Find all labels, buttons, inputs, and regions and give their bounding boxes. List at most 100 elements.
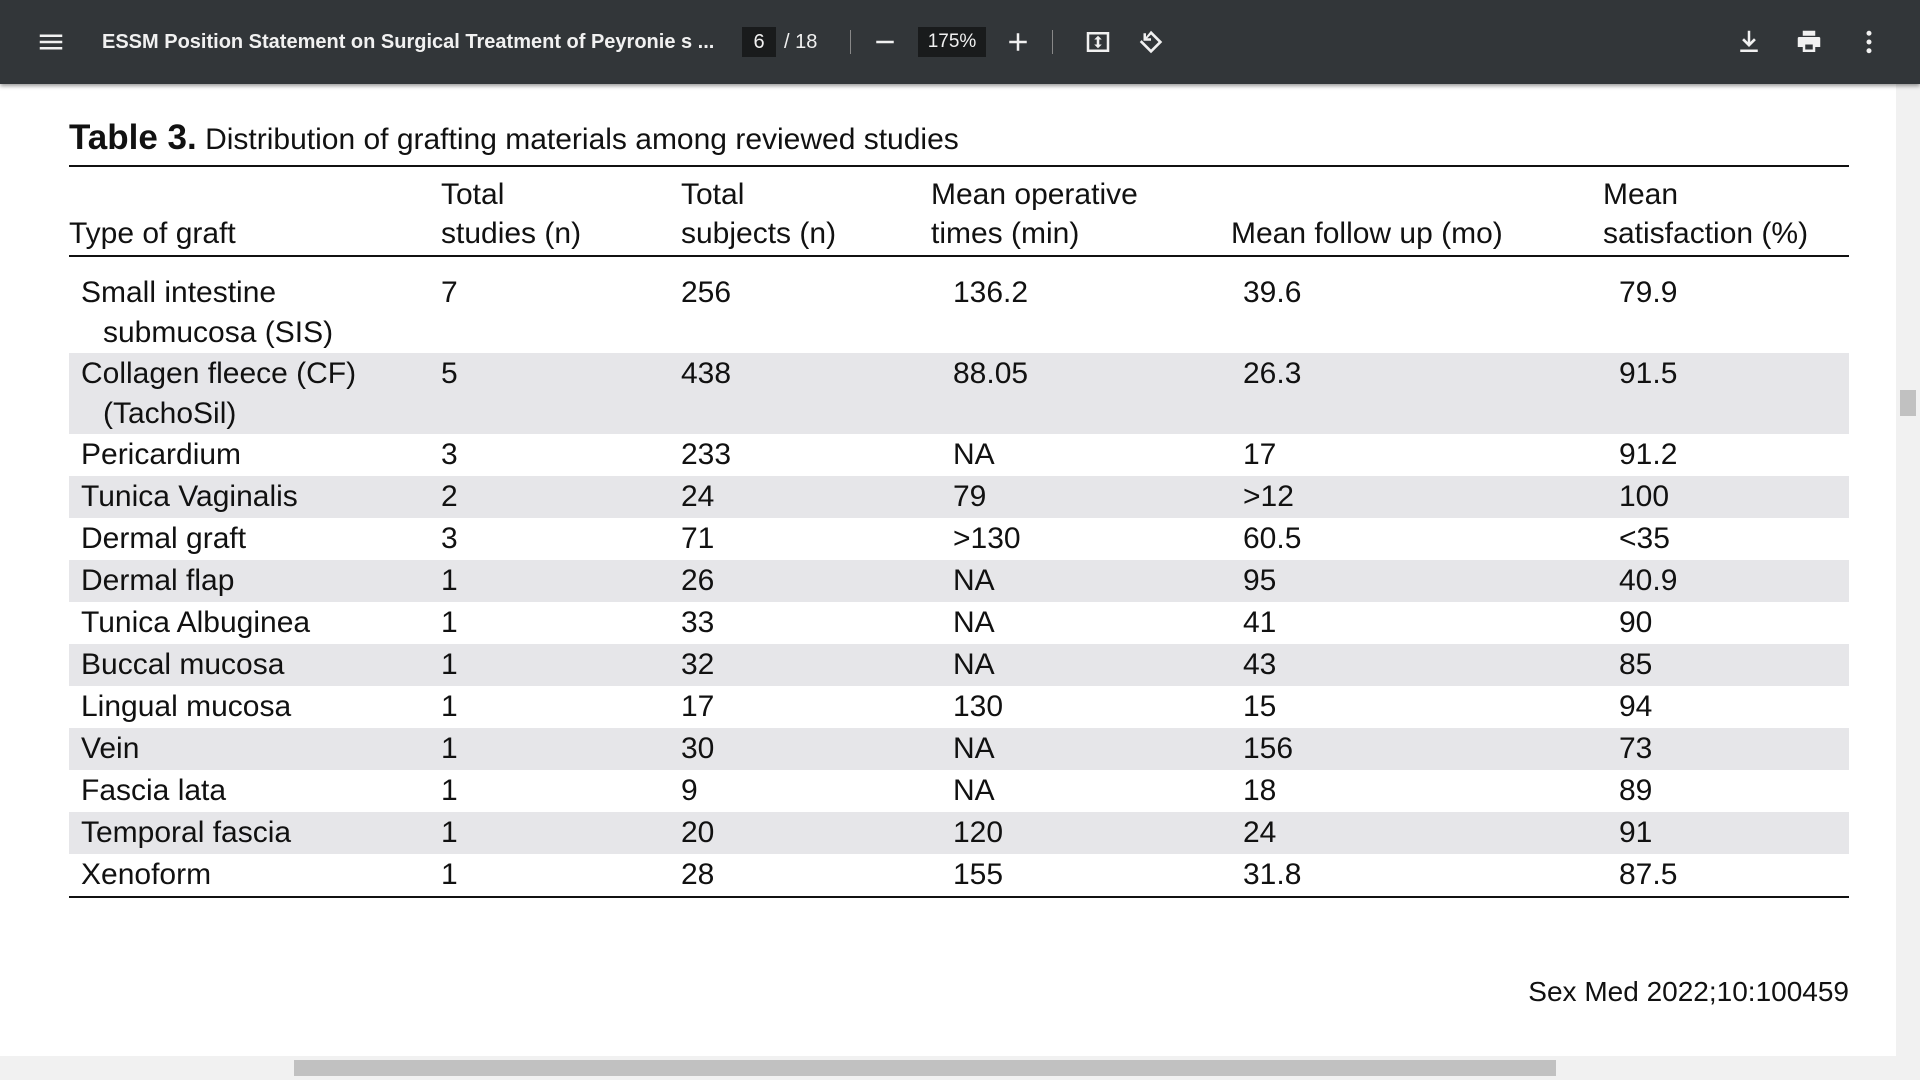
table-cell: >12 (1231, 476, 1603, 518)
table-row: Buccal mucosa 1 32 NA 43 85 (69, 644, 1849, 686)
cell-value: NA (953, 648, 995, 681)
scroll-thumb[interactable] (294, 1060, 1556, 1076)
cell-value: 31.8 (1243, 858, 1302, 891)
cell-value: 28 (681, 858, 715, 891)
table-cell: 136.2 (931, 256, 1231, 353)
table-row: Vein 1 30 NA 156 73 (69, 728, 1849, 770)
table-cell: 43 (1231, 644, 1603, 686)
cell-value: 233 (681, 438, 732, 471)
table-cell: 24 (1231, 812, 1603, 854)
zoom-in-button[interactable] (1003, 27, 1033, 57)
table-cell: 60.5 (1231, 518, 1603, 560)
graft-name: Collagen fleece (CF) (TachoSil) (81, 357, 357, 430)
cell-value: 1 (441, 606, 458, 639)
table-label: Table 3. (69, 118, 197, 157)
cell-value: 43 (1243, 648, 1277, 681)
table-row: Small intestine submucosa (SIS) 7 256 136.2… (69, 256, 1849, 353)
cell-value: 3 (441, 438, 458, 471)
header-line: Type of graft (69, 217, 236, 250)
column-header: Mean satisfaction (%) (1603, 166, 1849, 257)
table-cell: Tunica Vaginalis (69, 476, 441, 518)
table-cell: 89 (1603, 770, 1849, 812)
print-button[interactable] (1794, 27, 1824, 57)
zoom-input[interactable]: 175% (918, 27, 986, 57)
cell-value: NA (953, 606, 995, 639)
cell-value: 100 (1619, 480, 1670, 513)
table-cell: 3 (441, 434, 681, 476)
table-cell: Fascia lata (69, 770, 441, 812)
graft-name: Pericardium (81, 438, 242, 471)
graft-name: Dermal flap (81, 564, 235, 597)
graft-name: Fascia lata (81, 774, 227, 807)
cell-value: 26 (681, 564, 715, 597)
cell-value: 1 (441, 690, 458, 723)
cell-value: NA (953, 732, 995, 765)
cell-value: 136.2 (953, 276, 1029, 309)
header-line: studies (n) (441, 217, 582, 250)
cell-value: 40.9 (1619, 564, 1678, 597)
header-line: times (min) (931, 217, 1080, 250)
table-cell: 18 (1231, 770, 1603, 812)
table-row: Dermal flap 1 26 NA 95 40.9 (69, 560, 1849, 602)
table-cell: 1 (441, 560, 681, 602)
data-table: Type of graft Total studies (n) Total subjec… (69, 165, 1849, 898)
cell-value: 91.2 (1619, 438, 1678, 471)
table-cell: >130 (931, 518, 1231, 560)
graft-name: Tunica Vaginalis (81, 480, 298, 513)
cell-value: <35 (1619, 522, 1670, 555)
table-cell: Dermal graft (69, 518, 441, 560)
table-cell: 30 (681, 728, 931, 770)
fit-page-button[interactable] (1083, 27, 1113, 57)
table-cell: 87.5 (1603, 854, 1849, 897)
table-cell: 26.3 (1231, 353, 1603, 434)
citation: Sex Med 2022;10:100459 (1528, 976, 1849, 1007)
graft-name: Vein (81, 732, 140, 765)
table-cell: 32 (681, 644, 931, 686)
cell-value: 41 (1243, 606, 1277, 639)
table-cell: Buccal mucosa (69, 644, 441, 686)
vertical-scrollbar[interactable] (1896, 84, 1920, 1056)
table-cell: Pericardium (69, 434, 441, 476)
header-line: Mean (1603, 178, 1679, 211)
caption-text: Distribution of grafting materials among… (205, 123, 959, 156)
page-input[interactable]: 6 (742, 27, 776, 57)
cell-value: 18 (1243, 774, 1277, 807)
table-row: Pericardium 3 233 NA 17 91.2 (69, 434, 1849, 476)
zoom-out-button[interactable] (870, 27, 900, 57)
table-row: Lingual mucosa 1 17 130 15 94 (69, 686, 1849, 728)
table-cell: 233 (681, 434, 931, 476)
document-title: ESSM Position Statement on Surgical Trea… (102, 31, 715, 53)
cell-value: 90 (1619, 606, 1653, 639)
rotate-button[interactable] (1136, 27, 1166, 57)
table-row: Temporal fascia 1 20 120 24 91 (69, 812, 1849, 854)
cell-value: 79 (953, 480, 987, 513)
table-cell: NA (931, 602, 1231, 644)
table-row: Collagen fleece (CF) (TachoSil) 5 438 88.05… (69, 353, 1849, 434)
header-row: Type of graft Total studies (n) Total subjec… (69, 166, 1849, 257)
more-button[interactable] (1854, 27, 1884, 57)
cell-value: >12 (1243, 480, 1294, 513)
cell-value: 30 (681, 732, 715, 765)
cell-value: 24 (681, 480, 715, 513)
menu-button[interactable] (36, 27, 66, 57)
header-line: Total (441, 178, 505, 211)
table-cell: 90 (1603, 602, 1849, 644)
download-button[interactable] (1734, 27, 1764, 57)
table-cell: <35 (1603, 518, 1849, 560)
horizontal-scrollbar[interactable] (0, 1056, 1920, 1080)
scroll-thumb[interactable] (1900, 390, 1916, 416)
cell-value: 32 (681, 648, 715, 681)
table-cell: 20 (681, 812, 931, 854)
cell-value: 130 (953, 690, 1004, 723)
cell-value: 24 (1243, 816, 1277, 849)
cell-value: 26.3 (1243, 357, 1302, 390)
table-cell: Temporal fascia (69, 812, 441, 854)
table-cell: NA (931, 560, 1231, 602)
table-cell: 40.9 (1603, 560, 1849, 602)
header-line: subjects (n) (681, 217, 837, 250)
table-cell: 15 (1231, 686, 1603, 728)
graft-name: Tunica Albuginea (81, 606, 311, 639)
separator (1052, 30, 1053, 54)
table-cell: 94 (1603, 686, 1849, 728)
